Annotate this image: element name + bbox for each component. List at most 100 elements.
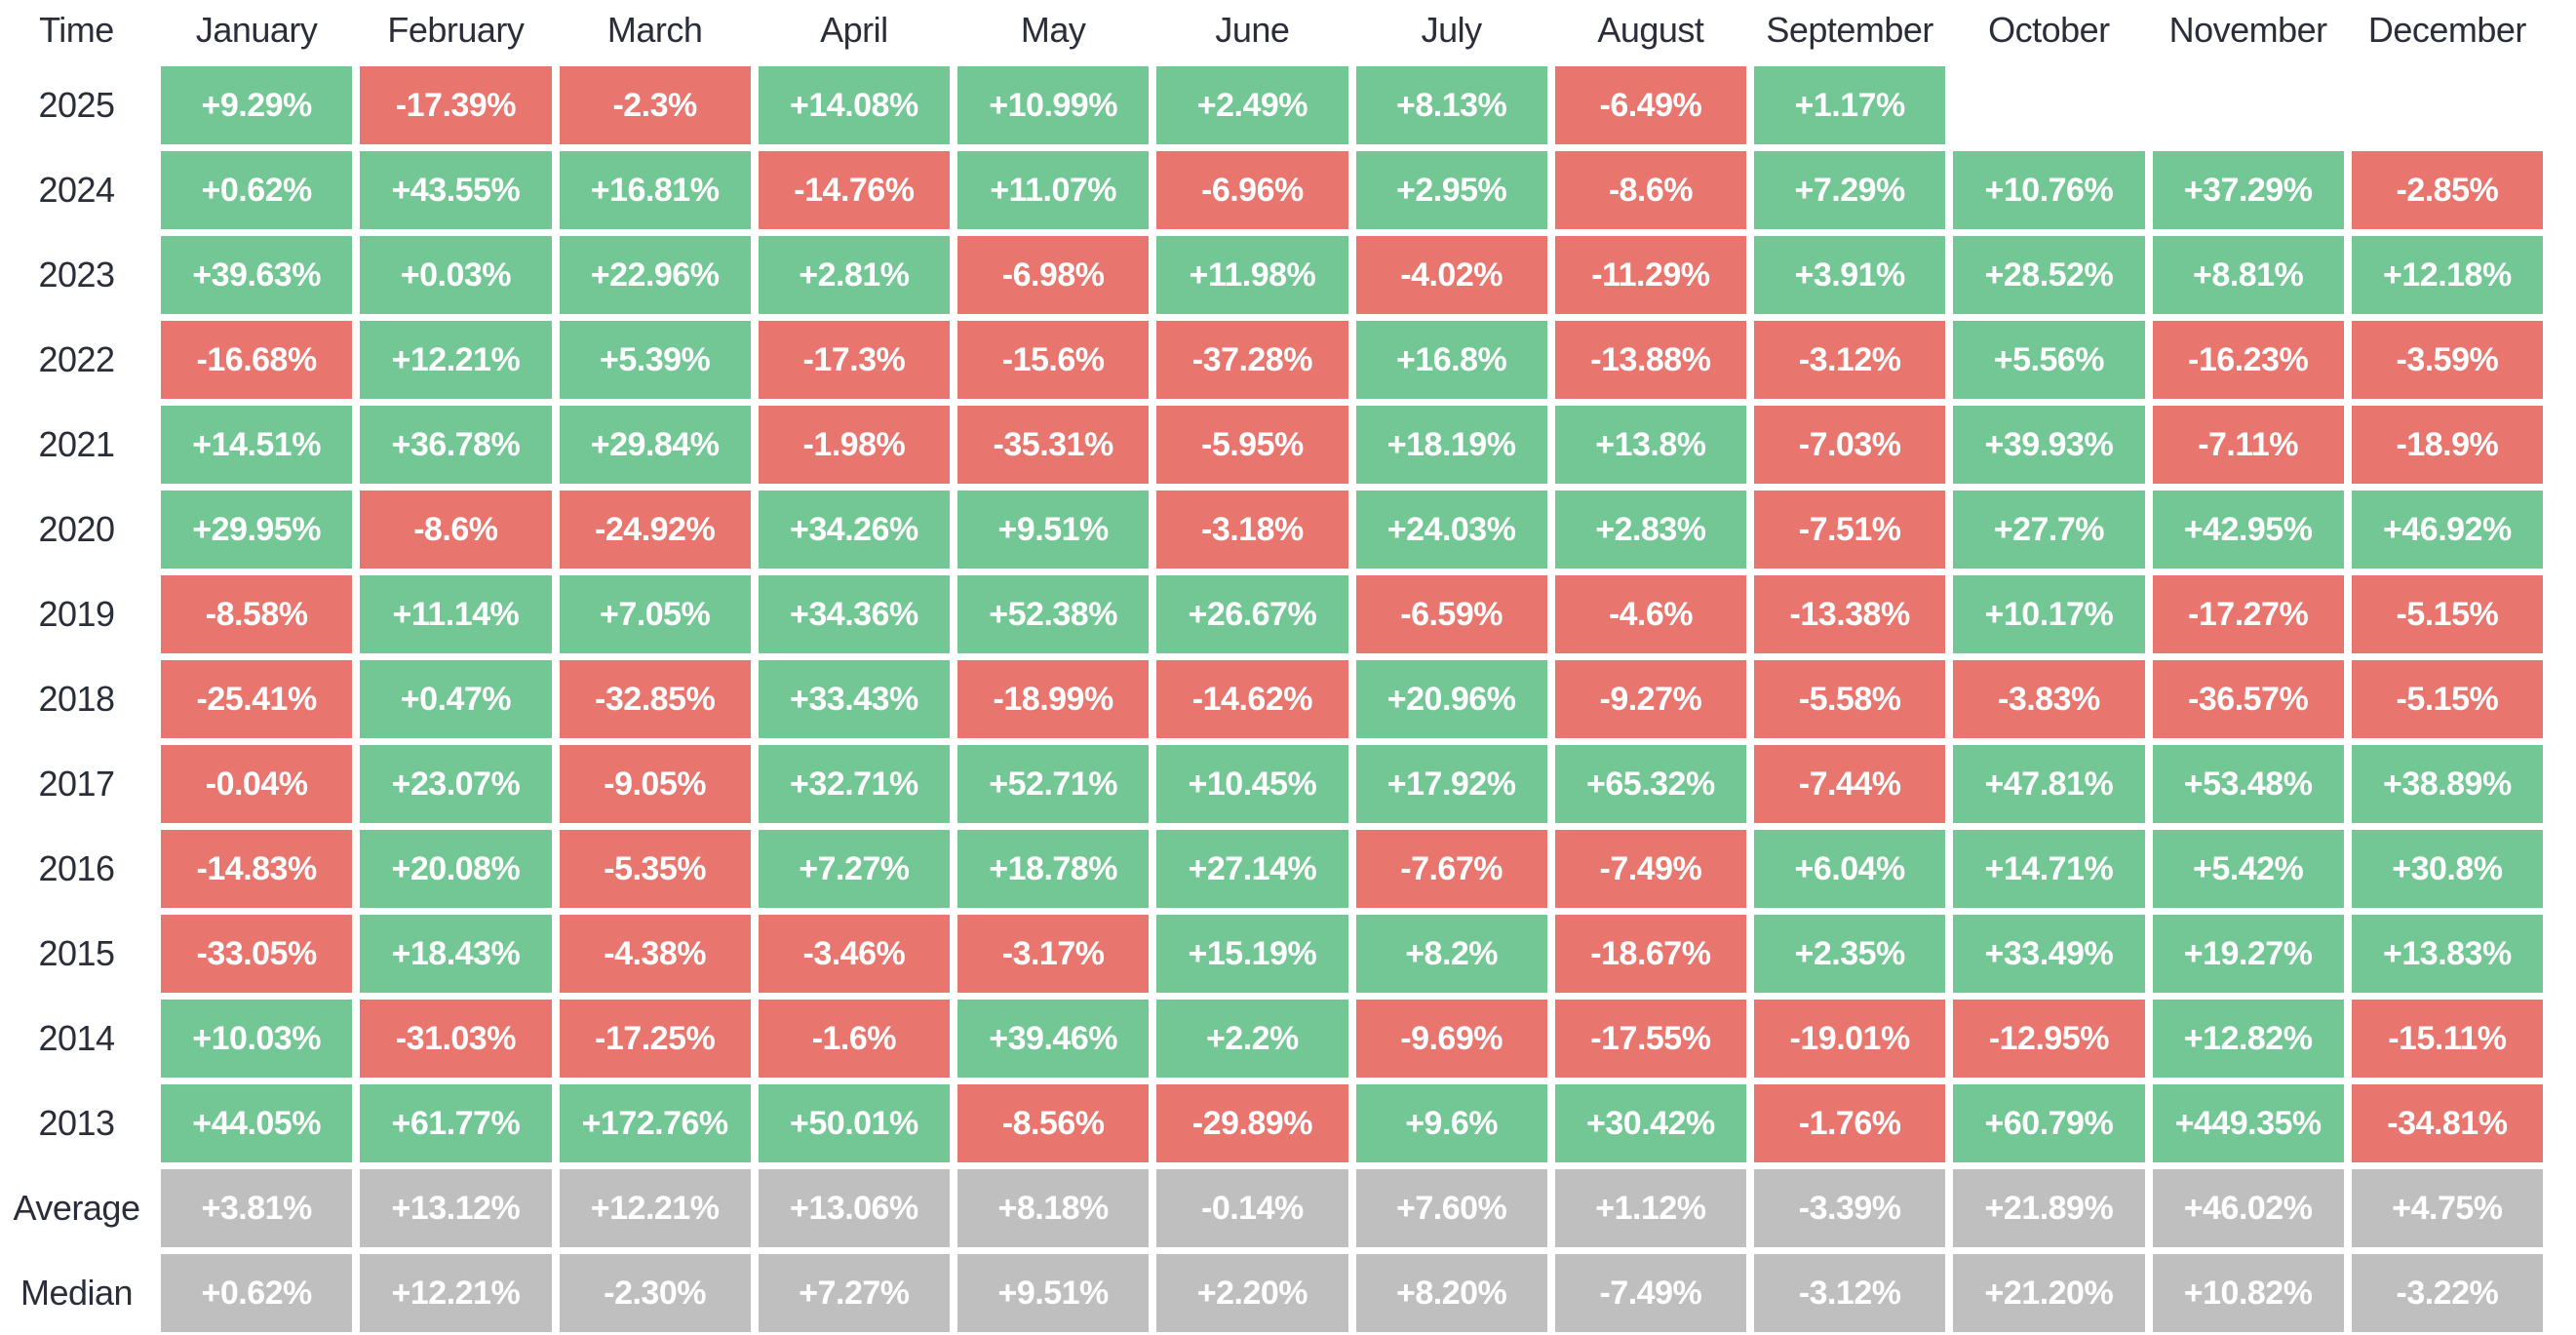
cell-2023-december: +12.18% xyxy=(2351,236,2543,314)
cell-2019-november: -17.27% xyxy=(2152,575,2344,653)
cell-2017-august: +65.32% xyxy=(1554,745,1746,823)
cell-2016-february: +20.08% xyxy=(360,830,552,908)
cell-median-december: -3.22% xyxy=(2351,1254,2543,1332)
cell-2015-september: +2.35% xyxy=(1754,915,1946,993)
cell-2013-july: +9.6% xyxy=(1355,1084,1547,1162)
cell-2020-december: +46.92% xyxy=(2351,491,2543,569)
row-label-2021: 2021 xyxy=(38,424,115,464)
cell-2023-august: -11.29% xyxy=(1554,236,1746,314)
cell-2021-july: +18.19% xyxy=(1355,406,1547,484)
cell-2015-may: -3.17% xyxy=(957,915,1150,993)
cell-2025-december xyxy=(2352,66,2543,144)
cell-2019-may: +52.38% xyxy=(957,575,1150,653)
cell-2025-october xyxy=(1953,66,2144,144)
row-label-2023: 2023 xyxy=(38,255,115,294)
cell-2013-august: +30.42% xyxy=(1554,1084,1746,1162)
cell-2017-july: +17.92% xyxy=(1355,745,1547,823)
cell-average-november: +46.02% xyxy=(2152,1169,2344,1247)
cell-2013-november: +449.35% xyxy=(2152,1084,2344,1162)
cell-2024-september: +7.29% xyxy=(1754,151,1946,229)
cell-2018-april: +33.43% xyxy=(758,660,950,738)
cell-2023-february: +0.03% xyxy=(360,236,552,314)
cell-2022-november: -16.23% xyxy=(2152,321,2344,399)
cell-2024-october: +10.76% xyxy=(1953,151,2145,229)
column-header-october: October xyxy=(1988,9,2110,50)
cell-2021-june: -5.95% xyxy=(1156,406,1348,484)
cell-2015-january: -33.05% xyxy=(161,915,353,993)
cell-2013-january: +44.05% xyxy=(161,1084,353,1162)
column-header-august: August xyxy=(1597,9,1704,50)
cell-2017-september: -7.44% xyxy=(1754,745,1946,823)
cell-median-april: +7.27% xyxy=(758,1254,950,1332)
cell-2020-november: +42.95% xyxy=(2152,491,2344,569)
cell-2013-october: +60.79% xyxy=(1953,1084,2145,1162)
cell-2018-november: -36.57% xyxy=(2152,660,2344,738)
cell-2019-august: -4.6% xyxy=(1554,575,1746,653)
cell-2025-july: +8.13% xyxy=(1355,66,1547,144)
cell-2020-january: +29.95% xyxy=(161,491,353,569)
cell-2017-june: +10.45% xyxy=(1156,745,1348,823)
cell-2016-december: +30.8% xyxy=(2351,830,2543,908)
cell-2017-november: +53.48% xyxy=(2152,745,2344,823)
cell-2019-september: -13.38% xyxy=(1754,575,1946,653)
cell-2014-may: +39.46% xyxy=(957,1000,1150,1078)
cell-2022-february: +12.21% xyxy=(360,321,552,399)
column-header-march: March xyxy=(606,9,703,50)
cell-average-october: +21.89% xyxy=(1953,1169,2145,1247)
cell-median-june: +2.20% xyxy=(1156,1254,1348,1332)
cell-2022-may: -15.6% xyxy=(957,321,1150,399)
cell-median-january: +0.62% xyxy=(161,1254,353,1332)
cell-2015-june: +15.19% xyxy=(1156,915,1348,993)
cell-2022-january: -16.68% xyxy=(161,321,353,399)
cell-2023-may: -6.98% xyxy=(957,236,1150,314)
cell-2023-july: -4.02% xyxy=(1355,236,1547,314)
cell-2024-july: +2.95% xyxy=(1355,151,1547,229)
cell-2018-february: +0.47% xyxy=(360,660,552,738)
cell-2014-february: -31.03% xyxy=(360,1000,552,1078)
cell-2015-october: +33.49% xyxy=(1953,915,2145,993)
row-label-2018: 2018 xyxy=(38,679,115,719)
cell-2020-june: -3.18% xyxy=(1156,491,1348,569)
cell-2018-october: -3.83% xyxy=(1953,660,2145,738)
cell-2018-january: -25.41% xyxy=(161,660,353,738)
cell-2014-october: -12.95% xyxy=(1953,1000,2145,1078)
cell-2016-may: +18.78% xyxy=(957,830,1150,908)
cell-2023-june: +11.98% xyxy=(1156,236,1348,314)
cell-2017-january: -0.04% xyxy=(161,745,353,823)
cell-average-february: +13.12% xyxy=(360,1169,552,1247)
cell-2020-april: +34.26% xyxy=(758,491,950,569)
cell-2022-march: +5.39% xyxy=(559,321,751,399)
cell-2019-march: +7.05% xyxy=(559,575,751,653)
cell-2016-november: +5.42% xyxy=(2152,830,2344,908)
cell-2016-march: -5.35% xyxy=(559,830,751,908)
cell-2018-december: -5.15% xyxy=(2351,660,2543,738)
cell-2014-november: +12.82% xyxy=(2152,1000,2344,1078)
cell-2016-september: +6.04% xyxy=(1754,830,1946,908)
cell-2025-february: -17.39% xyxy=(360,66,552,144)
cell-2014-january: +10.03% xyxy=(161,1000,353,1078)
row-label-2025: 2025 xyxy=(38,85,115,125)
cell-2017-may: +52.71% xyxy=(957,745,1150,823)
cell-2021-august: +13.8% xyxy=(1554,406,1746,484)
cell-2024-august: -8.6% xyxy=(1554,151,1746,229)
cell-2021-january: +14.51% xyxy=(161,406,353,484)
cell-2021-may: -35.31% xyxy=(957,406,1150,484)
row-label-2020: 2020 xyxy=(38,509,115,549)
cell-2025-august: -6.49% xyxy=(1554,66,1746,144)
cell-2022-july: +16.8% xyxy=(1355,321,1547,399)
cell-2019-april: +34.36% xyxy=(758,575,950,653)
cell-average-may: +8.18% xyxy=(957,1169,1150,1247)
cell-2019-june: +26.67% xyxy=(1156,575,1348,653)
cell-2020-september: -7.51% xyxy=(1754,491,1946,569)
cell-2025-november xyxy=(2153,66,2344,144)
cell-2021-september: -7.03% xyxy=(1754,406,1946,484)
cell-average-august: +1.12% xyxy=(1554,1169,1746,1247)
row-label-median: Median xyxy=(20,1273,134,1313)
cell-median-july: +8.20% xyxy=(1355,1254,1547,1332)
cell-2024-april: -14.76% xyxy=(758,151,950,229)
column-header-february: February xyxy=(387,9,525,50)
cell-2013-may: -8.56% xyxy=(957,1084,1150,1162)
cell-2020-july: +24.03% xyxy=(1355,491,1547,569)
cell-2020-october: +27.7% xyxy=(1953,491,2145,569)
cell-2015-march: -4.38% xyxy=(559,915,751,993)
